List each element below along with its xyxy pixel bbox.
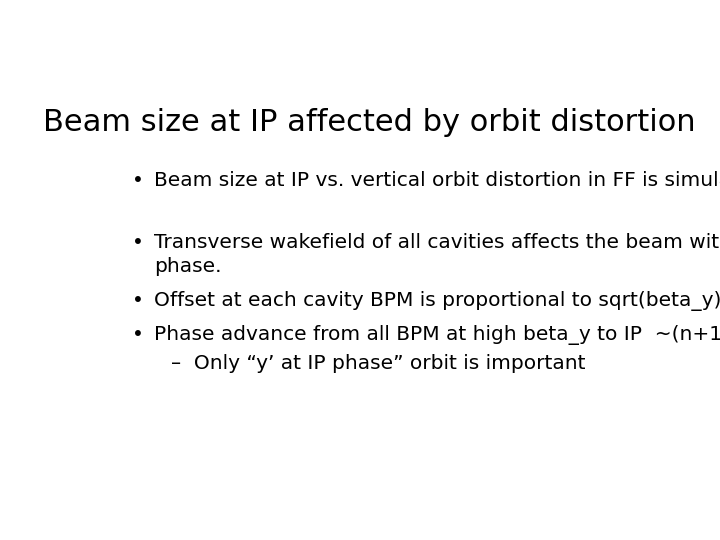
Text: Beam size at IP affected by orbit distortion: Beam size at IP affected by orbit distor… — [42, 109, 696, 138]
Text: •: • — [132, 292, 144, 310]
Text: Beam size at IP vs. vertical orbit distortion in FF is simulated: Beam size at IP vs. vertical orbit disto… — [154, 171, 720, 190]
Text: •: • — [132, 233, 144, 252]
Text: •: • — [132, 171, 144, 190]
Text: –  Only “y’ at IP phase” orbit is important: – Only “y’ at IP phase” orbit is importa… — [171, 354, 585, 373]
Text: •: • — [132, 325, 144, 343]
Text: Transverse wakefield of all cavities affects the beam with the same
phase.: Transverse wakefield of all cavities aff… — [154, 233, 720, 276]
Text: Phase advance from all BPM at high beta_y to IP  ∼(n+1/2)π: Phase advance from all BPM at high beta_… — [154, 325, 720, 345]
Text: Offset at each cavity BPM is proportional to sqrt(beta_y): Offset at each cavity BPM is proportiona… — [154, 292, 720, 312]
